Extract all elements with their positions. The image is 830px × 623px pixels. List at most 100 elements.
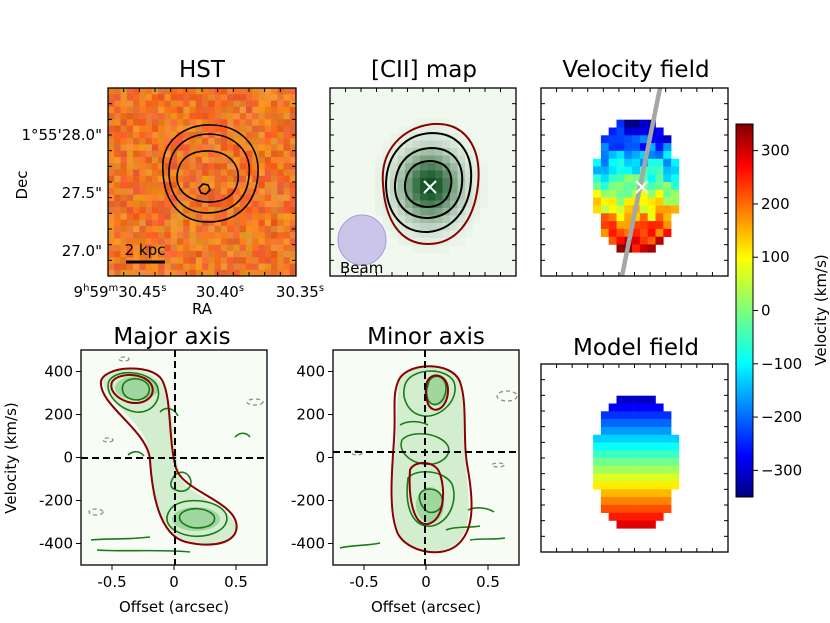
field-pixel [600, 473, 609, 482]
colorbar-tick-label: 200 [761, 195, 790, 213]
hst-pixel [277, 251, 284, 258]
hst-pixel [108, 175, 115, 183]
hst-pixel [252, 163, 259, 170]
colorbar-tick-label: 100 [761, 248, 790, 266]
hst-pixel [170, 175, 178, 183]
field-pixel [600, 419, 609, 428]
cii-pixel [450, 155, 458, 164]
field-pixel [671, 465, 680, 474]
hst-pixel [252, 131, 259, 139]
field-pixel [663, 458, 672, 467]
hst-pixel [289, 200, 296, 208]
hst-pixel [189, 94, 197, 101]
cii-pixel [442, 238, 451, 246]
hst-pixel [233, 188, 241, 195]
hst-pixel [208, 194, 215, 202]
hst-pixel [120, 238, 128, 246]
hst-pixel [126, 219, 134, 227]
field-pixel [655, 473, 664, 482]
hst-pixel [108, 169, 115, 177]
hst-pixel [239, 194, 247, 202]
hst-pixel [120, 150, 128, 158]
cii-pixel [442, 170, 451, 179]
hst-pixel [283, 163, 291, 170]
hst-pixel [114, 188, 121, 195]
field-pixel [632, 150, 641, 159]
field-pixel [655, 143, 664, 152]
field-pixel [639, 395, 648, 404]
scalebar-label: 2 kpc [125, 241, 166, 259]
field-pixel [624, 158, 633, 167]
hst-pixel [208, 225, 215, 233]
field-pixel [616, 497, 625, 506]
hst-pixel [126, 207, 134, 214]
minor-title: Minor axis [367, 324, 485, 350]
cii-pixel [420, 208, 428, 216]
hst-pixel [164, 125, 172, 133]
hst-pixel [233, 88, 241, 95]
cii-pixel [465, 185, 473, 194]
hst-pixel [120, 182, 128, 189]
hst-pixel [208, 219, 215, 227]
hst-pixel [133, 232, 140, 239]
cii-pixel [390, 215, 398, 224]
hst-pixel [120, 131, 128, 139]
hst-pixel [202, 269, 209, 276]
hst-pixel [195, 88, 203, 95]
cii-pixel [457, 148, 466, 156]
hst-pixel [227, 119, 234, 127]
cii-pixel [427, 238, 436, 246]
model-title: Model field [573, 335, 699, 361]
hst-pixel [183, 244, 190, 252]
hst-xlabel: RA [192, 300, 213, 318]
hst-pixel [252, 156, 259, 164]
hst-pixel [283, 263, 291, 271]
field-pixel [663, 411, 672, 420]
field-pixel [616, 450, 625, 459]
field-pixel [632, 135, 641, 144]
field-pixel [616, 419, 625, 428]
hst-pixel [283, 200, 291, 208]
hst-pixel [139, 213, 147, 221]
hst-pixel [164, 94, 172, 101]
cii-pixel [420, 163, 428, 171]
field-pixel [608, 419, 617, 428]
hst-pixel [158, 138, 165, 145]
hst-pixel [189, 244, 197, 252]
hst-pixel [170, 125, 178, 133]
hst-pixel [252, 200, 259, 208]
field-pixel [655, 205, 664, 214]
hst-pixel [164, 169, 172, 177]
hst-pixel [114, 94, 121, 101]
hst-pixel [183, 263, 190, 271]
hst-pixel [271, 251, 278, 258]
hst-pixel [277, 263, 284, 271]
field-pixel [655, 236, 664, 245]
hst-pixel [114, 219, 121, 227]
field-pixel [647, 189, 656, 198]
hst-pixel [139, 131, 147, 139]
hst-pixel [264, 219, 272, 227]
hst-pixel [176, 113, 184, 120]
hst-pixel [271, 113, 278, 120]
hst-pixel [239, 269, 247, 276]
field-pixel [639, 197, 648, 206]
hst-pixel [208, 156, 215, 164]
field-pixel [608, 465, 617, 474]
hst-pixel [214, 219, 222, 227]
cii-pixel [480, 178, 488, 186]
hst-pixel [283, 144, 291, 152]
field-pixel [655, 213, 664, 222]
hst-pixel [108, 244, 115, 252]
hst-pixel [139, 125, 147, 133]
hst-pixel [289, 113, 296, 120]
field-pixel [608, 473, 617, 482]
hst-pixel [227, 269, 234, 276]
field-pixel [608, 158, 617, 167]
cii-pixel [427, 140, 436, 149]
hst-pixel [214, 100, 222, 108]
velocity-center-marker [635, 180, 649, 194]
field-pixel [593, 442, 602, 451]
hst-pixel [170, 113, 178, 120]
hst-pixel [202, 257, 209, 264]
